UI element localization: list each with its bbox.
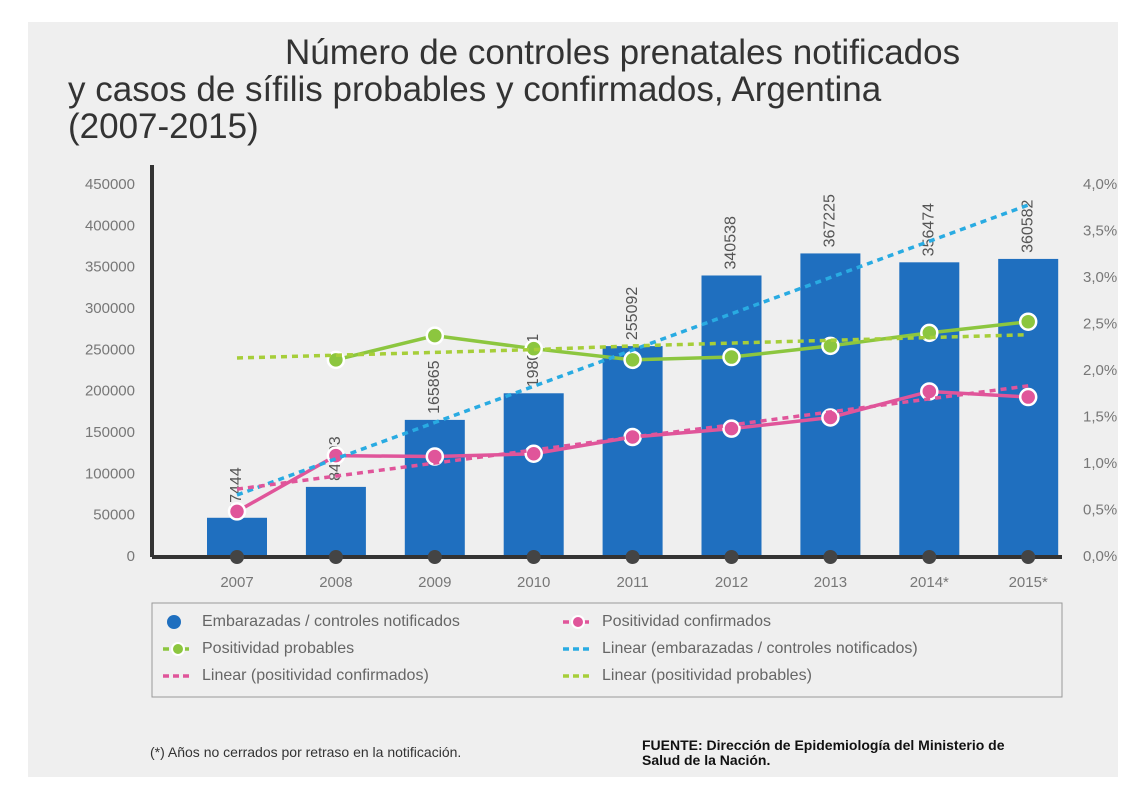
marker: [425, 326, 445, 345]
value-label: 47444: [228, 467, 245, 512]
value-label: 356474: [921, 203, 938, 256]
footnote: (*) Años no cerrados por retraso en la n…: [150, 744, 462, 760]
bar: [800, 253, 861, 557]
axis-dot: [823, 550, 838, 564]
y-tick-label: 250000: [85, 341, 135, 358]
y2-tick-label: 3,0%: [1083, 269, 1117, 286]
y2-tick-label: 3,5%: [1083, 222, 1117, 239]
legend-marker: [171, 642, 185, 656]
bar: [899, 262, 960, 557]
y2-tick-label: 0,0%: [1083, 548, 1117, 565]
y-tick-label: 50000: [93, 507, 135, 524]
value-label: 255092: [624, 287, 641, 340]
y-tick-label: 200000: [85, 383, 135, 400]
x-tick-label: 2007: [220, 574, 253, 591]
axis-dot: [1021, 550, 1036, 564]
bar: [998, 258, 1059, 557]
bar: [404, 419, 465, 557]
x-tick-label: 2013: [814, 574, 847, 591]
source: FUENTE: Dirección de Epidemiología del M…: [642, 737, 1005, 768]
axis-dot: [427, 550, 442, 564]
y2-tick-label: 0,5%: [1083, 501, 1117, 518]
marker: [524, 444, 543, 464]
y-tick-label: 100000: [85, 465, 135, 482]
y2-tick-label: 4,0%: [1083, 176, 1117, 193]
legend-label: Linear (embarazadas / controles notifica…: [602, 640, 918, 657]
axis-dot: [724, 550, 739, 564]
axis-dot: [922, 550, 937, 564]
marker: [722, 347, 741, 367]
value-label: 360582: [1019, 199, 1036, 252]
legend-label: Linear (positividad probables): [602, 667, 812, 684]
trend-line: [236, 384, 1029, 491]
chart-title: Número de controles prenatales notificad…: [68, 33, 961, 146]
trend-line: [236, 203, 1029, 497]
marker: [227, 502, 247, 521]
legend-marker: [571, 615, 585, 629]
axis-dot: [230, 550, 244, 564]
x-tick-label: 2009: [418, 574, 451, 591]
x-tick-label: 2012: [715, 574, 748, 591]
x-tick-label: 2015*: [1009, 574, 1048, 591]
y-tick-label: 300000: [85, 300, 135, 317]
marker: [623, 350, 642, 370]
y-tick-label: 400000: [85, 217, 135, 234]
marker: [920, 382, 939, 401]
y-tick-label: 350000: [85, 259, 135, 276]
legend-label: Positividad probables: [202, 640, 354, 657]
y-tick-label: 0: [127, 548, 135, 565]
y-tick-label: 150000: [85, 424, 135, 441]
bar: [602, 346, 663, 557]
y2-tick-label: 2,5%: [1083, 315, 1117, 332]
y2-tick-label: 2,0%: [1083, 362, 1117, 379]
bar: [701, 275, 762, 557]
marker: [722, 419, 741, 438]
legend-label: Positividad confirmados: [602, 613, 771, 630]
bar: [503, 393, 564, 557]
marker: [1018, 312, 1038, 331]
y-tick-label: 450000: [85, 176, 135, 193]
value-label: 340538: [723, 216, 740, 269]
value-label: 165865: [426, 360, 443, 413]
y2-tick-label: 1,5%: [1083, 408, 1117, 425]
value-label: 367225: [822, 194, 839, 247]
x-tick-label: 2014*: [910, 574, 949, 591]
bar: [305, 486, 366, 557]
axis-dot: [328, 550, 343, 564]
marker: [1018, 387, 1038, 407]
axis-dot: [625, 550, 640, 564]
legend-label: Embarazadas / controles notificados: [202, 613, 460, 630]
legend-box: [151, 602, 1063, 698]
y2-tick-label: 1,0%: [1083, 455, 1117, 472]
legend-marker: [167, 615, 181, 629]
x-tick-label: 2010: [517, 574, 550, 591]
x-tick-label: 2011: [616, 574, 648, 591]
legend-label: Linear (positividad confirmados): [202, 667, 429, 684]
axis-dot: [526, 550, 541, 564]
x-tick-label: 2008: [319, 574, 352, 591]
line: [335, 319, 1029, 362]
